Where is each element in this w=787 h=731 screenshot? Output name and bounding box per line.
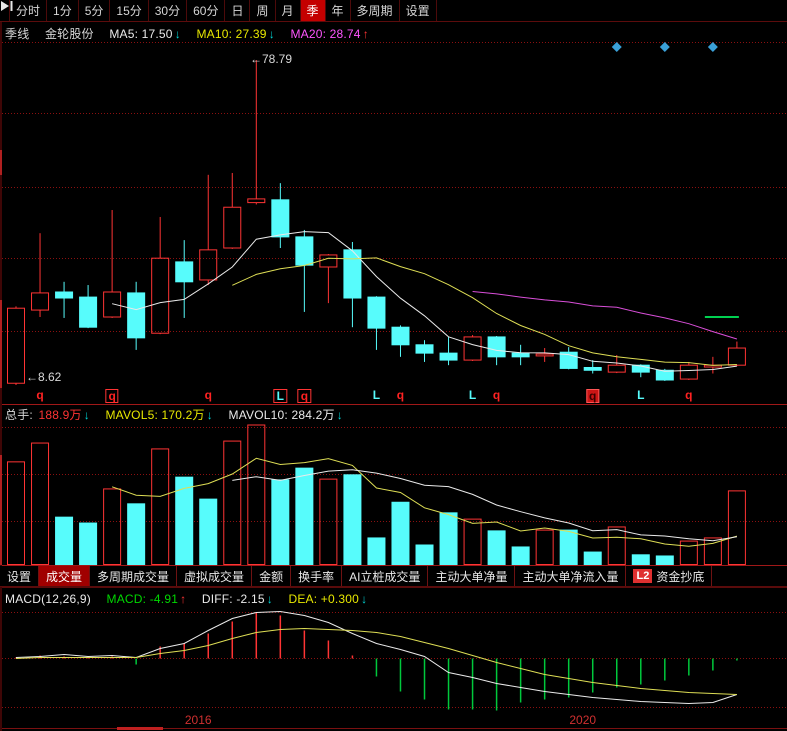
event-marker-L[interactable]: L	[273, 389, 287, 403]
tab-label: 多周期成交量	[97, 569, 170, 584]
year-label: 2020	[569, 713, 597, 727]
mavol10-value: MAVOL10: 284.2万	[228, 408, 335, 422]
period-label: 季线	[5, 27, 30, 41]
tab-label: 成交量	[46, 569, 83, 584]
high-arrow-icon: ←	[250, 52, 262, 66]
toolbar-item-3[interactable]: 15分	[110, 0, 149, 21]
mavol10-arrow-icon: ↓	[336, 408, 343, 422]
zongshou-label: 总手:	[5, 408, 33, 422]
low-price-label: ←8.62	[26, 370, 62, 384]
zongshou-arrow-icon: ↓	[83, 408, 90, 422]
tab-9[interactable]: L2 资金抄底	[626, 566, 713, 586]
macd-value: MACD: -4.91	[106, 592, 179, 606]
event-marker-L[interactable]: L	[372, 388, 381, 402]
ma10-arrow-icon: ↓	[268, 27, 275, 41]
tab-1[interactable]: 成交量	[39, 566, 91, 586]
tab-2[interactable]: 多周期成交量	[90, 566, 178, 586]
diff-arrow-icon: ↓	[266, 592, 273, 606]
toolbar-item-7[interactable]: 周	[250, 0, 276, 21]
toolbar-item-1[interactable]: 1分	[47, 0, 79, 21]
tab-7[interactable]: 主动大单净量	[428, 566, 516, 586]
toolbar-item-0[interactable]: 分时	[10, 0, 48, 21]
ma20-arrow-icon: ↑	[362, 27, 369, 41]
tab-5[interactable]: 换手率	[291, 566, 343, 586]
toolbar-item-9[interactable]: 季	[300, 0, 326, 21]
toolbar-item-2[interactable]: 5分	[79, 0, 111, 21]
diff-value: DIFF: -2.15	[201, 592, 265, 606]
ma5-value: MA5: 17.50	[109, 27, 173, 41]
stock-name: 金轮股份	[44, 27, 94, 41]
year-label: 2016	[184, 713, 212, 727]
tab-8[interactable]: 主动大单净流入量	[515, 566, 627, 586]
ma10-value: MA10: 27.39	[196, 27, 267, 41]
main-indicator-header: 季线 金轮股份 MA5: 17.50 ↓ MA10: 27.39 ↓ MA20: 2…	[5, 25, 371, 42]
event-marker-q[interactable]: q	[586, 389, 600, 403]
high-price-label: ←78.79	[250, 52, 293, 66]
event-marker-q[interactable]: q	[492, 388, 501, 402]
toolbar-item-8[interactable]: 月	[276, 0, 301, 21]
expand-panel-icon[interactable]	[0, 0, 13, 21]
tab-6[interactable]: AI立桩成交量	[342, 566, 429, 586]
toolbar-item-10[interactable]: 年	[326, 0, 351, 21]
tab-label: 设置	[7, 569, 32, 584]
tab-label: 资金抄底	[656, 569, 705, 584]
volume-indicator-header: 总手: 188.9万 ↓ MAVOL5: 170.2万 ↓ MAVOL10: 284…	[5, 406, 345, 423]
tab-label: 主动大单净量	[435, 569, 508, 584]
l2-badge: L2	[633, 569, 653, 583]
event-marker-q[interactable]: q	[685, 388, 693, 402]
play-bar-icon	[1, 1, 13, 11]
indicator-tabbar: 设置 成交量 多周期成交量 虚拟成交量 金额 换手率 AI立桩成交量 主动大单净量 主动大单净流…	[0, 566, 787, 587]
toolbar-item-4[interactable]: 30分	[149, 0, 188, 21]
tab-label: 虚拟成交量	[184, 569, 245, 584]
macd-indicator-header: MACD(12,26,9) MACD: -4.91 ↑ DIFF: -2.15 ↓ …	[5, 592, 369, 606]
ma20-value: MA20: 28.74	[290, 27, 361, 41]
low-arrow-icon: ←	[26, 370, 38, 384]
dea-arrow-icon: ↓	[361, 592, 368, 606]
ma5-arrow-icon: ↓	[174, 27, 181, 41]
event-marker-q[interactable]: q	[396, 388, 405, 402]
tab-0[interactable]: 设置	[0, 566, 40, 586]
mavol5-arrow-icon: ↓	[206, 408, 213, 422]
toolbar-item-12[interactable]: 设置	[400, 0, 437, 21]
event-marker-q[interactable]: q	[105, 389, 119, 403]
macd-arrow-icon: ↑	[180, 592, 187, 606]
mavol5-value: MAVOL5: 170.2万	[105, 408, 205, 422]
event-marker-L[interactable]: L	[468, 388, 477, 402]
toolbar-item-5[interactable]: 60分	[187, 0, 226, 21]
tab-3[interactable]: 虚拟成交量	[177, 566, 253, 586]
tab-label: 金额	[259, 569, 284, 584]
macd-title: MACD(12,26,9)	[5, 592, 91, 606]
toolbar-item-6[interactable]: 日	[225, 0, 251, 21]
event-marker-L[interactable]: L	[637, 388, 645, 402]
period-toolbar: 分时 1分 5分 15分 30分 60分日周月季年多周期 设置	[0, 0, 787, 22]
tab-label: 换手率	[298, 569, 335, 584]
zongshou-value: 188.9万	[38, 408, 82, 422]
dea-value: DEA: +0.300	[288, 592, 360, 606]
event-marker-q[interactable]: q	[204, 388, 212, 402]
event-marker-q[interactable]: q	[36, 388, 44, 402]
tab-label: 主动大单净流入量	[522, 569, 619, 584]
tab-label: AI立桩成交量	[349, 569, 421, 584]
event-marker-q[interactable]: q	[297, 389, 312, 403]
toolbar-item-11[interactable]: 多周期	[351, 0, 400, 21]
tab-4[interactable]: 金额	[252, 566, 292, 586]
